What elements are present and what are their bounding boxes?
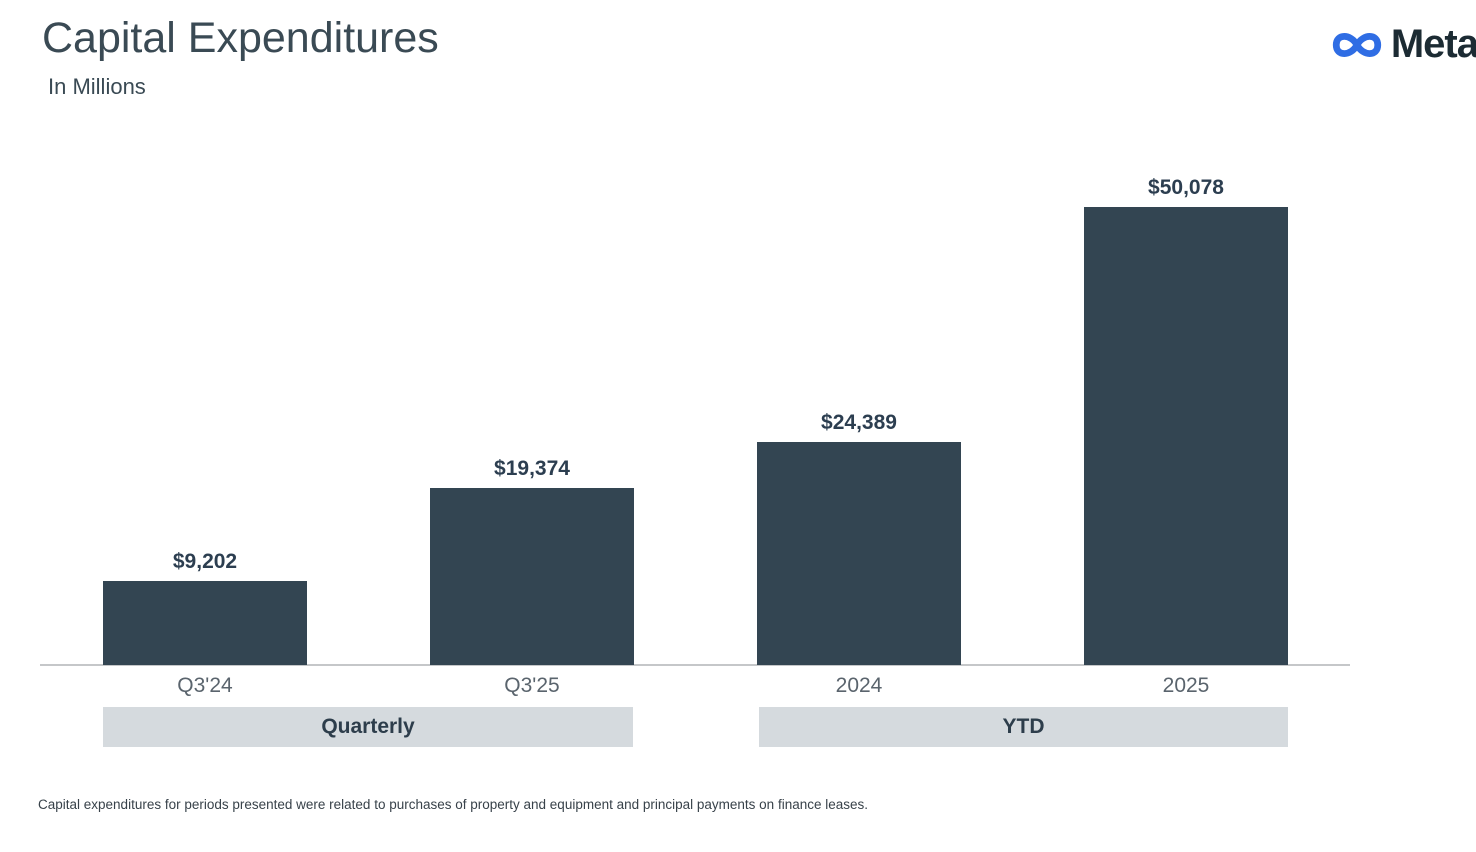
bar-2025	[1084, 207, 1288, 665]
bar-q3-24	[103, 581, 307, 665]
bar-group-2025: $50,078 2025	[1084, 176, 1288, 697]
bar-q3-25	[430, 488, 634, 665]
bar-value-label: $24,389	[821, 411, 897, 434]
bar-group-q3-25: $19,374 Q3'25	[430, 457, 634, 697]
page-subtitle: In Millions	[48, 74, 146, 99]
meta-wordmark: Meta	[1390, 22, 1476, 66]
bar-category-label: Q3'25	[504, 674, 560, 697]
bar-value-label: $19,374	[494, 457, 570, 480]
bar-value-label: $9,202	[172, 550, 238, 573]
bar-category-label: 2025	[1162, 674, 1210, 697]
group-label-quarterly: Quarterly	[103, 707, 633, 747]
footnote: Capital expenditures for periods present…	[38, 797, 868, 812]
bar-category-label: 2024	[835, 674, 883, 697]
group-label-ytd: YTD	[759, 707, 1288, 747]
page-title: Capital Expenditures	[42, 14, 439, 62]
bar-category-label: Q3'24	[177, 674, 233, 697]
x-axis-line	[40, 664, 1350, 666]
bar-value-label: $50,078	[1148, 176, 1224, 199]
bar-2024	[757, 442, 961, 665]
meta-logo: Meta	[1330, 22, 1476, 67]
meta-infinity-icon	[1332, 32, 1382, 57]
bar-group-q3-24: $9,202 Q3'24	[103, 550, 307, 697]
bar-group-2024: $24,389 2024	[757, 411, 961, 697]
